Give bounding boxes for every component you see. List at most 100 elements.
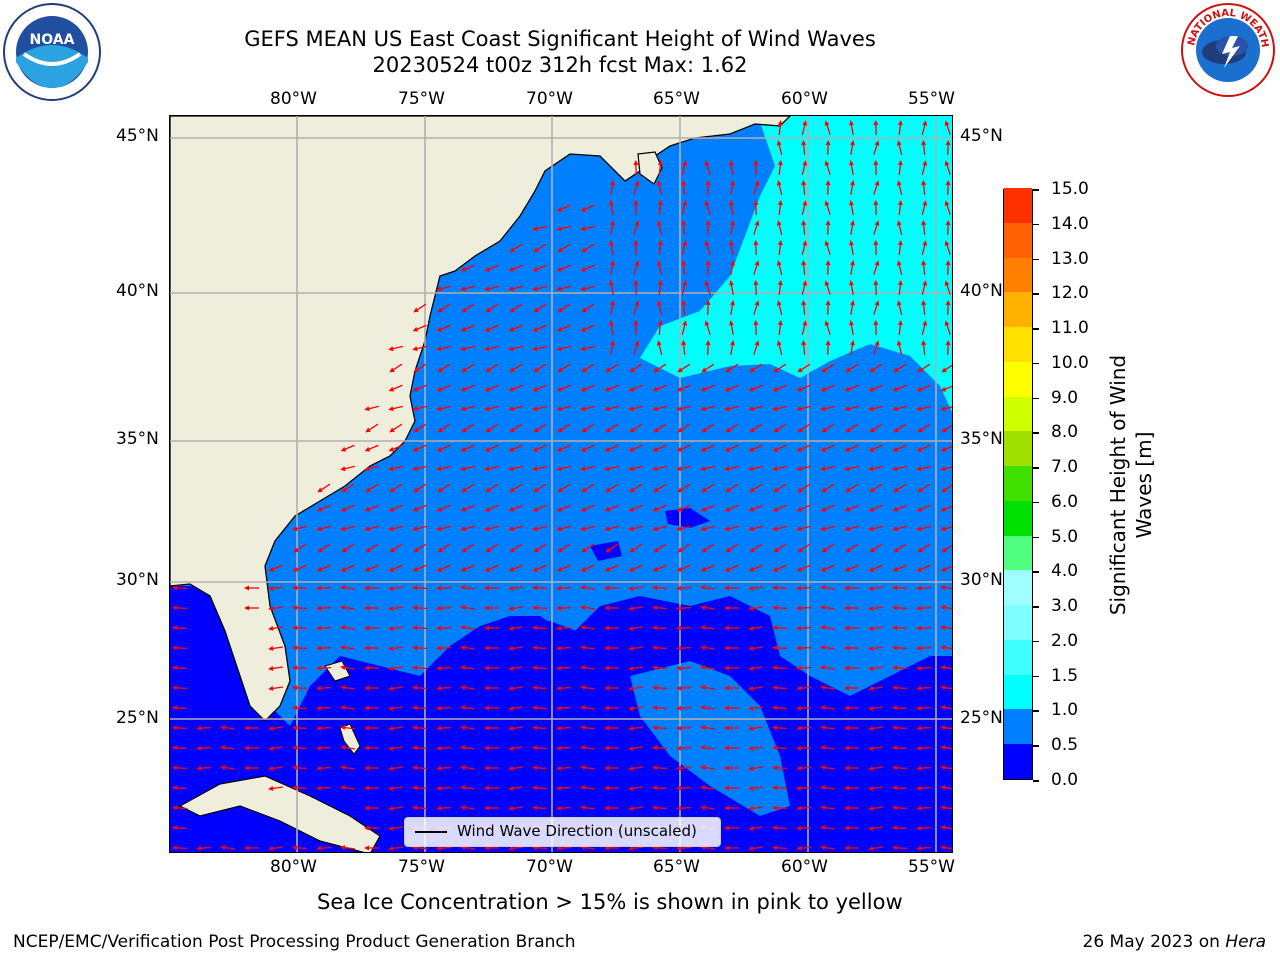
wave-direction-arrow — [628, 725, 644, 731]
wave-direction-arrow — [412, 525, 427, 532]
wave-direction-arrow — [850, 180, 855, 196]
wave-direction-arrow — [413, 303, 427, 313]
wave-direction-arrow — [196, 745, 212, 751]
wave-direction-arrow — [388, 785, 404, 791]
wave-direction-arrow — [196, 725, 212, 731]
wave-direction-arrow — [868, 785, 884, 791]
wave-direction-arrow — [365, 423, 379, 433]
wave-direction-arrow — [700, 525, 715, 532]
wave-direction-arrow — [460, 785, 476, 791]
wave-direction-arrow — [172, 585, 188, 591]
wave-direction-arrow — [681, 180, 687, 196]
wave-direction-arrow — [556, 585, 572, 591]
wave-direction-arrow — [777, 280, 783, 296]
wave-direction-arrow — [461, 423, 475, 433]
wave-direction-arrow — [845, 363, 859, 373]
wave-direction-arrow — [868, 745, 884, 751]
wave-direction-arrow — [777, 120, 783, 136]
wave-direction-arrow — [484, 264, 499, 272]
wave-direction-arrow — [629, 363, 643, 373]
title-line-2: 20230524 t00z 312h fcst Max: 1.62 — [372, 53, 748, 77]
wave-direction-arrow — [508, 665, 524, 671]
colorbar-tick-label: 15.0 — [1051, 179, 1089, 199]
wave-direction-arrow — [556, 264, 571, 272]
wave-direction-arrow — [916, 665, 932, 671]
wave-direction-arrow — [656, 300, 663, 315]
wave-direction-arrow — [268, 765, 284, 771]
wave-direction-arrow — [940, 825, 952, 831]
wave-direction-arrow — [844, 645, 859, 651]
wave-direction-arrow — [316, 745, 332, 751]
wave-direction-arrow — [557, 543, 571, 553]
wave-direction-arrow — [556, 225, 571, 232]
wave-direction-arrow — [896, 300, 903, 315]
lon-label-top-4: 65°W — [653, 89, 700, 109]
wave-direction-arrow — [700, 384, 715, 392]
wave-direction-arrow — [821, 363, 835, 373]
wave-direction-arrow — [724, 725, 739, 731]
wave-direction-arrow — [869, 423, 883, 433]
wave-direction-arrow — [892, 605, 908, 611]
wave-direction-arrow — [892, 745, 908, 751]
wave-direction-arrow — [484, 504, 499, 512]
wave-direction-arrow — [633, 160, 639, 176]
wave-direction-arrow — [724, 765, 739, 771]
lon-label-top-2: 75°W — [398, 89, 445, 109]
colorbar-tick-mark — [1033, 675, 1039, 678]
wave-direction-arrow — [801, 180, 807, 196]
wave-direction-arrow — [801, 200, 808, 215]
colorbar-segment — [1004, 465, 1032, 501]
wave-direction-arrow — [724, 705, 739, 711]
wind-wave-direction-arrows — [172, 120, 952, 851]
wave-direction-arrow — [705, 260, 711, 276]
wave-direction-arrow — [940, 444, 952, 452]
wave-direction-arrow — [844, 845, 859, 851]
colorbar-segment — [1004, 569, 1032, 606]
wave-direction-arrow — [700, 564, 715, 572]
colorbar-title-line-1: Significant Height of Wind — [1106, 354, 1130, 616]
wave-direction-arrow — [916, 805, 932, 811]
lon-label-top-5: 60°W — [781, 89, 828, 109]
wave-direction-arrow — [820, 564, 835, 572]
wave-direction-arrow — [921, 180, 927, 196]
wave-direction-arrow — [605, 543, 619, 553]
wave-direction-arrow — [172, 745, 188, 751]
wave-direction-arrow — [801, 220, 807, 236]
wave-direction-arrow — [364, 564, 379, 572]
colorbar-tick-label: 1.5 — [1051, 665, 1079, 686]
wave-direction-arrow — [681, 260, 687, 276]
wave-direction-arrow — [533, 363, 547, 373]
wave-direction-arrow — [796, 725, 812, 731]
wave-direction-arrow — [940, 564, 952, 572]
wave-direction-arrow — [652, 564, 667, 572]
wave-direction-arrow — [533, 483, 547, 493]
wave-direction-arrow — [916, 825, 932, 831]
wave-direction-arrow — [388, 564, 403, 572]
wave-direction-arrow — [748, 665, 764, 671]
wave-direction-arrow — [776, 260, 783, 275]
wave-direction-arrow — [868, 384, 883, 392]
wave-direction-arrow — [892, 685, 908, 691]
wave-direction-arrow — [652, 805, 668, 811]
wave-direction-arrow — [436, 745, 452, 751]
wave-direction-arrow — [604, 725, 619, 731]
wave-direction-arrow — [508, 345, 523, 352]
wave-direction-arrow — [657, 240, 663, 256]
wave-direction-arrow — [581, 243, 595, 253]
wave-direction-arrow — [892, 705, 908, 711]
wave-direction-arrow — [796, 825, 812, 831]
wave-direction-arrow — [364, 605, 379, 611]
colorbar-segment — [1004, 291, 1032, 328]
wave-direction-arrow — [436, 285, 451, 292]
wave-direction-arrow — [820, 405, 835, 412]
wave-direction-arrow — [676, 605, 692, 611]
footer-credit: NCEP/EMC/Verification Post Processing Pr… — [13, 932, 576, 952]
wave-direction-arrow — [748, 745, 764, 751]
wave-direction-arrow — [820, 585, 836, 591]
wave-direction-arrow — [677, 543, 691, 553]
wave-direction-arrow — [776, 300, 783, 315]
wave-direction-arrow — [921, 200, 928, 215]
wave-direction-arrow — [413, 423, 427, 433]
wave-direction-arrow — [460, 504, 475, 512]
wave-direction-arrow — [340, 585, 356, 591]
